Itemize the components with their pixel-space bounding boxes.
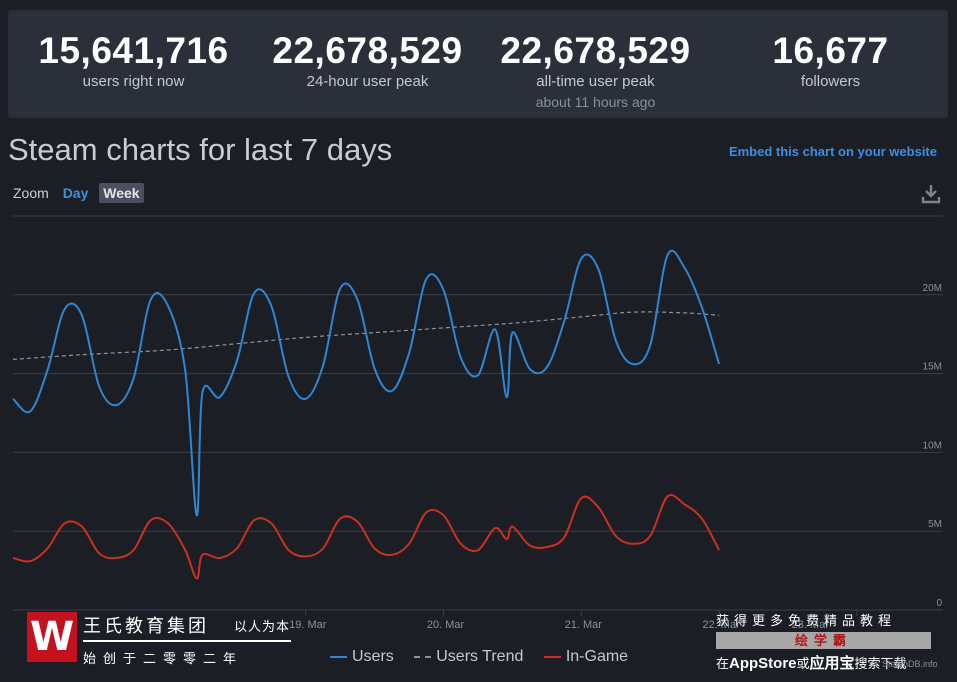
x-tick-label: 19. Mar <box>289 619 327 631</box>
series-line-users <box>12 249 721 517</box>
zoom-week-button[interactable]: Week <box>99 183 144 203</box>
stat-all-time-peak: 22,678,529 all-time user peak about 11 h… <box>478 30 713 112</box>
stat-value: 22,678,529 <box>272 30 463 71</box>
legend-swatch-users <box>330 655 347 658</box>
watermark-promo: 获得更多免费精品教程 绘学霸 在AppStore或应用宝搜索下载 <box>716 610 931 673</box>
stat-followers: 16,677 followers <box>713 30 948 92</box>
watermark-since: 始创于二零零二年 <box>83 651 244 666</box>
stat-value: 16,677 <box>772 30 889 71</box>
watermark-logo: W <box>27 612 77 662</box>
x-tick-label: 22. Mar <box>702 619 740 631</box>
legend-item-in-game[interactable]: In-Game <box>543 648 629 666</box>
stat-value: 15,641,716 <box>38 30 229 71</box>
download-icon[interactable] <box>920 183 942 205</box>
legend-label-users-trend: Users Trend <box>436 648 524 665</box>
watermark-slogan: 以人为本 <box>234 619 291 634</box>
watermark-name: 王氏教育集团 <box>83 616 209 636</box>
promo-part-b: AppStore <box>729 655 797 672</box>
stat-sub: about 11 hours ago <box>535 94 656 110</box>
stat-users-now: 15,641,716 users right now <box>16 30 251 92</box>
promo-part-a: 在 <box>716 656 730 671</box>
y-tick-label: 15M <box>923 362 942 373</box>
page-title: Steam charts for last 7 days <box>8 132 393 167</box>
chart-credit: SteamDB.info <box>882 659 938 669</box>
legend-label-users: Users <box>352 648 394 665</box>
stat-label: all-time user peak <box>536 73 655 90</box>
promo-part-e: 搜索下载 <box>854 656 907 671</box>
y-tick-label: 10M <box>923 440 942 451</box>
stat-label: 24-hour user peak <box>306 73 429 90</box>
watermark-promo-brand: 绘学霸 <box>716 632 931 649</box>
watermark-promo-line3: 在AppStore或应用宝搜索下载 <box>716 652 931 673</box>
watermark-divider <box>83 640 291 642</box>
legend-swatch-in-game <box>543 655 561 658</box>
legend-label-in-game: In-Game <box>565 648 629 665</box>
zoom-day-button[interactable]: Day <box>62 185 89 201</box>
y-tick-label: 20M <box>923 283 942 294</box>
x-tick-label: 23. Mar <box>792 619 830 631</box>
legend-item-users-trend[interactable]: Users Trend <box>414 648 523 666</box>
watermark-logo-block: W 王氏教育集团 以人为本 始创于二零零二年 <box>27 612 307 668</box>
legend-item-users[interactable]: Users <box>330 648 394 666</box>
embed-chart-link[interactable]: Embed this chart on your website <box>728 144 937 159</box>
chart-legend: Users Users Trend In-Game <box>330 648 644 666</box>
legend-swatch-users-trend <box>414 655 432 658</box>
y-tick-label: 5M <box>928 519 942 530</box>
stat-value: 22,678,529 <box>500 30 691 71</box>
watermark-promo-line1: 获得更多免费精品教程 <box>716 613 897 628</box>
steam-users-chart: 0 5M 10M 15M 20M 19. Mar 20. Mar 21. Mar 22. Mar… <box>12 215 943 631</box>
stat-label: followers <box>800 73 861 90</box>
stat-label: users right now <box>82 73 185 90</box>
promo-part-d: 应用宝 <box>809 655 855 672</box>
series-line-in-game <box>12 494 720 580</box>
promo-part-c: 或 <box>796 656 810 671</box>
zoom-controls: Zoom Day Week <box>13 183 147 203</box>
series-line-users-trend <box>12 311 720 360</box>
x-tick-label: 20. Mar <box>427 619 465 631</box>
stats-panel: 15,641,716 users right now 22,678,529 24… <box>8 10 948 118</box>
zoom-label: Zoom <box>13 185 49 201</box>
stat-24h-peak: 22,678,529 24-hour user peak <box>250 30 485 92</box>
y-tick-label: 0 <box>936 598 942 609</box>
x-tick-label: 21. Mar <box>565 619 603 631</box>
